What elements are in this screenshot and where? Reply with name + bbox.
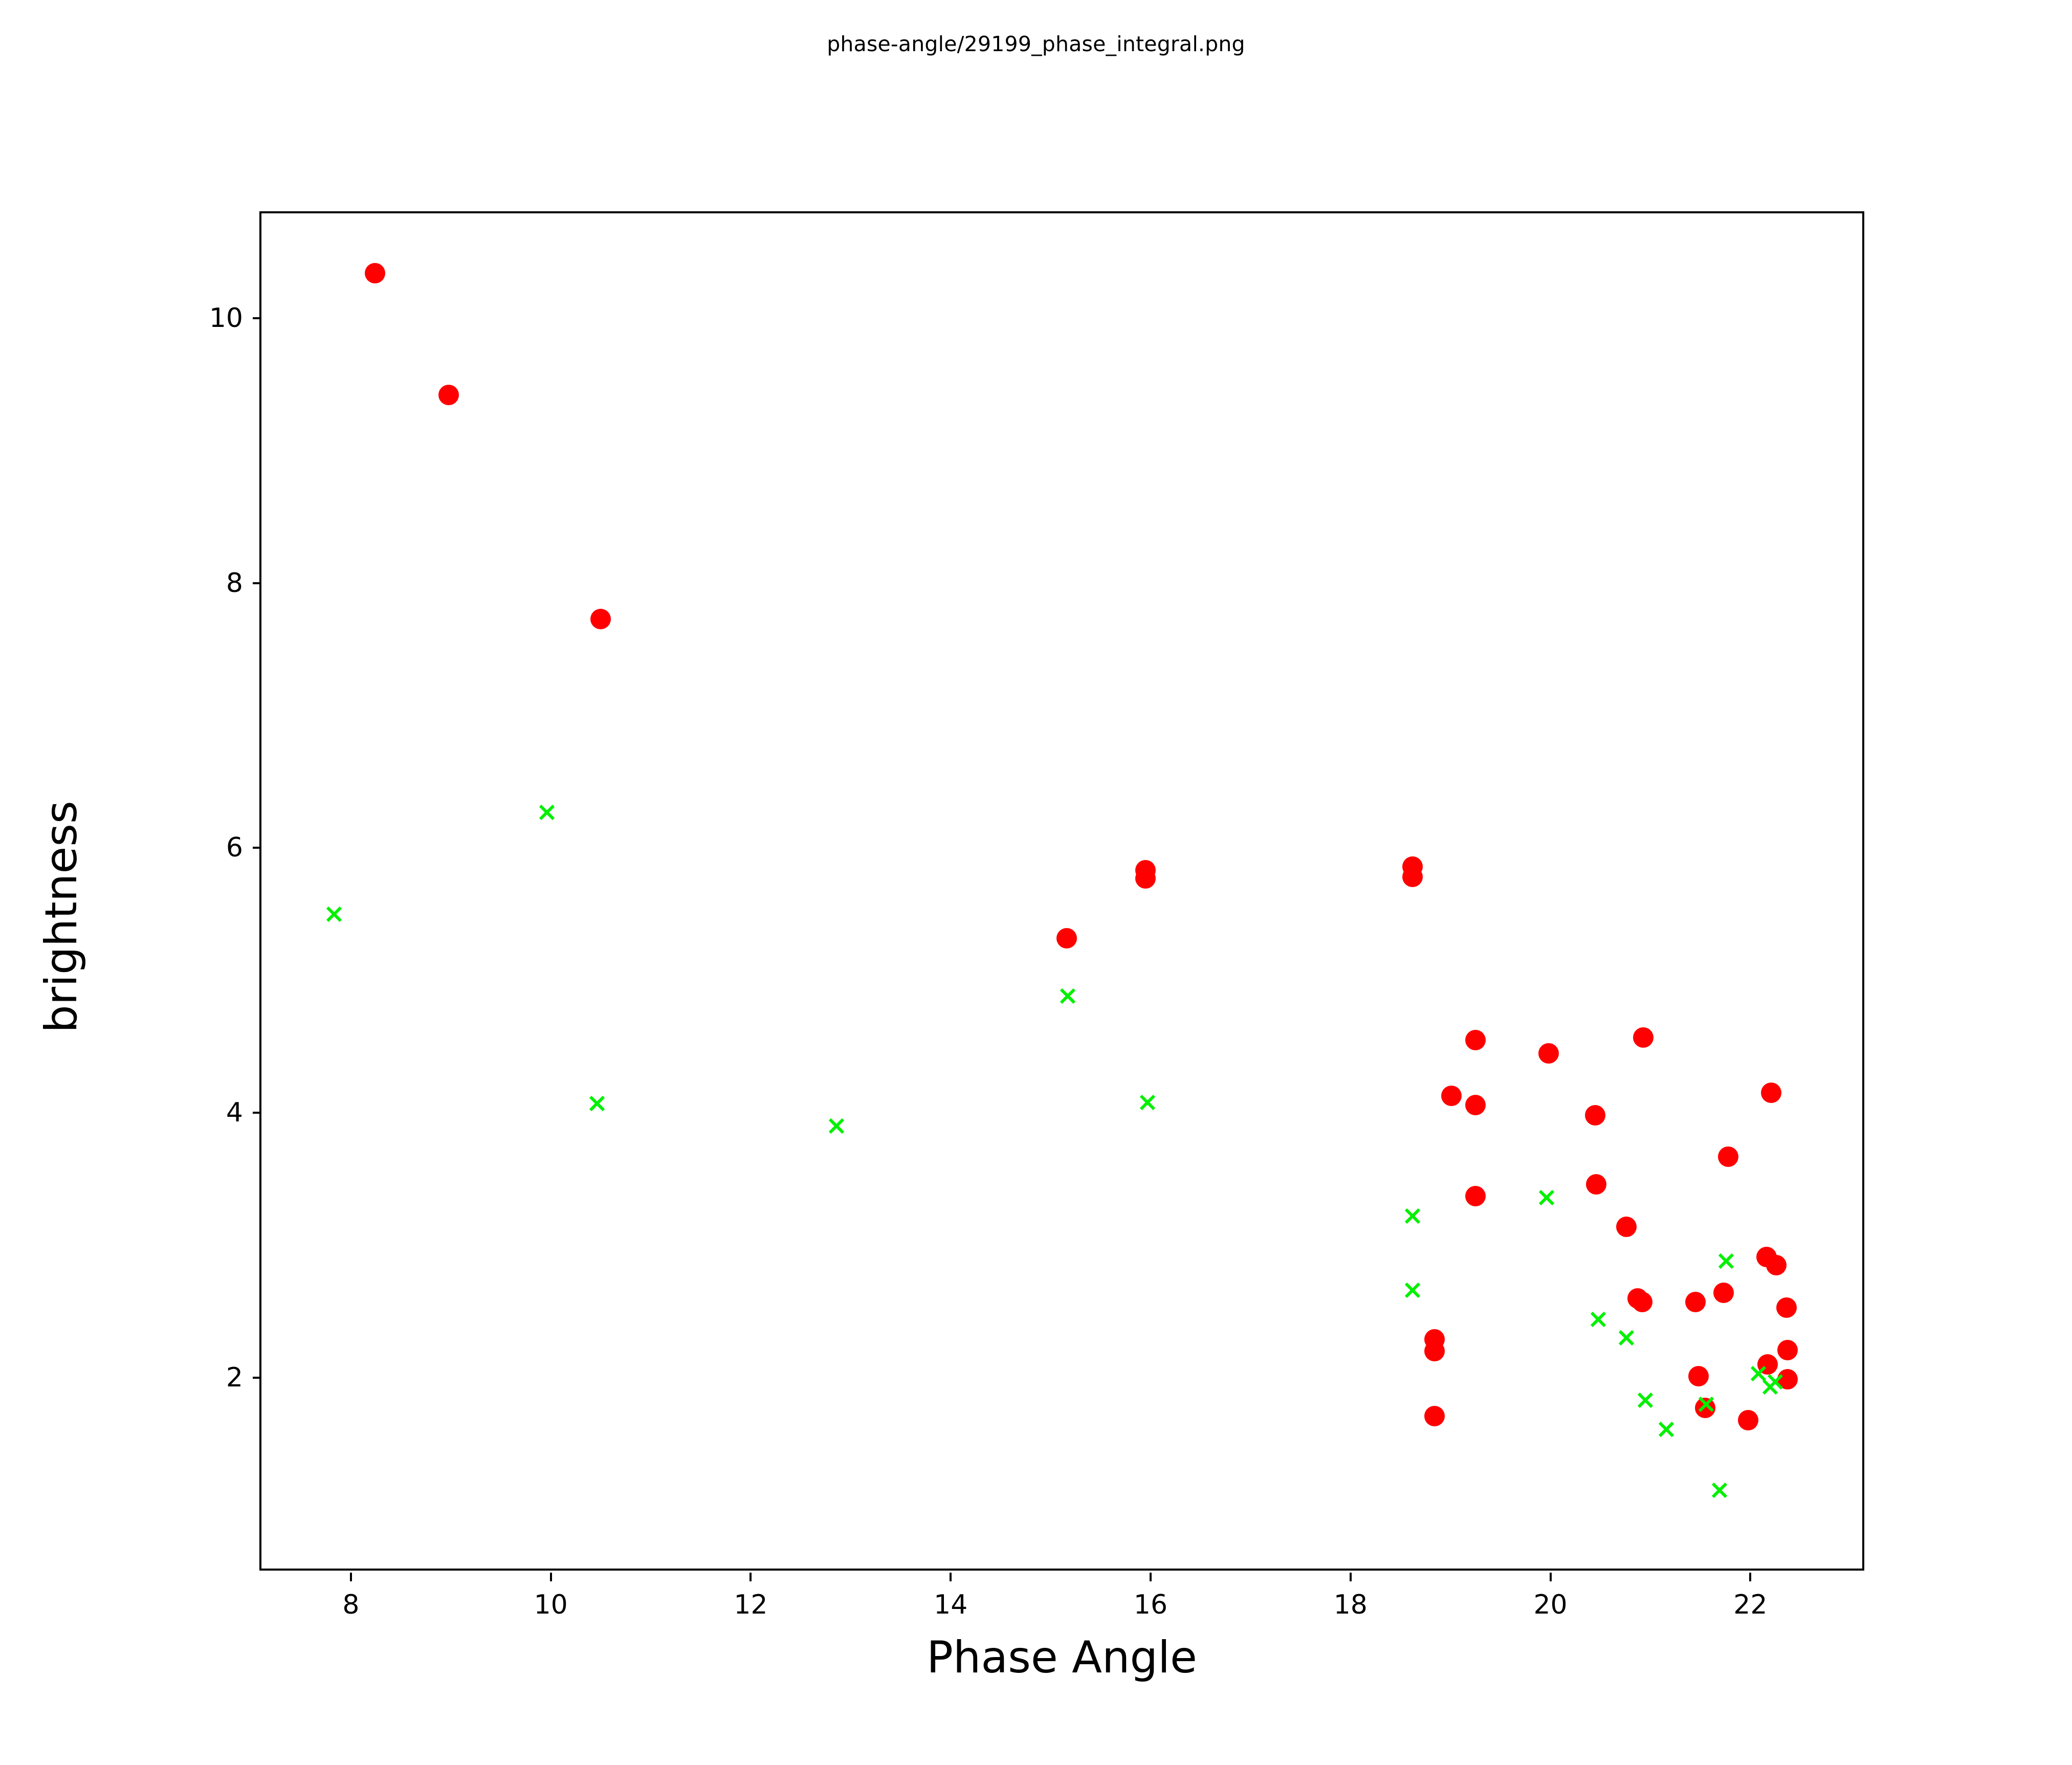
x-axis-tick-mark	[1549, 1573, 1552, 1581]
scatter-point-cross	[1059, 987, 1076, 1005]
scatter-point-circle	[1777, 1369, 1798, 1389]
y-axis-tick-mark	[253, 582, 261, 584]
scatter-point-circle	[1688, 1366, 1709, 1387]
x-axis-label: Phase Angle	[927, 1632, 1197, 1683]
scatter-point-cross	[1139, 1094, 1156, 1111]
y-axis-tick-mark	[253, 317, 261, 320]
y-axis-tick-label: 6	[226, 832, 243, 864]
y-axis-tick-label: 2	[226, 1362, 243, 1393]
scatter-point-circle	[438, 385, 459, 406]
scatter-point-circle	[1465, 1094, 1486, 1115]
scatter-point-circle	[1777, 1339, 1798, 1360]
scatter-point-cross	[1767, 1373, 1784, 1391]
scatter-point-circle	[1586, 1174, 1607, 1195]
y-axis-tick-mark	[253, 847, 261, 849]
y-axis-tick-mark	[253, 1376, 261, 1379]
x-axis-tick-mark	[1349, 1573, 1352, 1581]
y-axis-tick-label: 10	[209, 303, 243, 334]
scatter-point-circle	[1632, 1292, 1653, 1313]
plot-axes-frame: 8 10 12 14 16 18 20 22 2 4 6 8 10	[209, 211, 1864, 1620]
scatter-point-circle	[1685, 1292, 1706, 1313]
scatter-point-circle	[1766, 1254, 1787, 1275]
scatter-point-circle	[1695, 1398, 1716, 1419]
x-axis-tick-label: 8	[342, 1590, 360, 1620]
scatter-point-circle	[1424, 1329, 1445, 1350]
x-axis-tick-mark	[1150, 1573, 1152, 1581]
scatter-point-cross	[1404, 1282, 1421, 1299]
scatter-point-circle	[1402, 856, 1423, 877]
scatter-point-cross	[1590, 1311, 1607, 1328]
x-axis-tick-mark	[1749, 1573, 1752, 1581]
scatter-point-cross	[1637, 1392, 1654, 1409]
scatter-point-circle	[1465, 1029, 1486, 1050]
scatter-point-circle	[1538, 1043, 1559, 1064]
scatter-point-circle	[1761, 1083, 1782, 1104]
scatter-point-circle	[1633, 1027, 1654, 1048]
scatter-data-layer	[261, 213, 1862, 1569]
x-axis-tick-label: 12	[734, 1590, 768, 1620]
scatter-point-cross	[1717, 1252, 1735, 1270]
x-axis-tick-label: 22	[1733, 1590, 1768, 1620]
x-axis-tick-mark	[549, 1573, 552, 1581]
scatter-point-cross	[1538, 1189, 1555, 1206]
y-axis-tick-label: 4	[226, 1097, 243, 1129]
x-axis-tick-mark	[750, 1573, 752, 1581]
scatter-point-circle	[1616, 1216, 1637, 1237]
x-axis-tick-label: 20	[1533, 1590, 1568, 1620]
figure-title: phase-angle/29199_phase_integral.png	[827, 32, 1245, 56]
scatter-point-cross	[1761, 1378, 1779, 1396]
scatter-point-circle	[364, 263, 385, 283]
scatter-point-circle	[1756, 1247, 1777, 1268]
x-axis-tick-mark	[950, 1573, 952, 1581]
scatter-point-circle	[590, 608, 611, 629]
scatter-point-circle	[1135, 860, 1156, 881]
scatter-point-cross	[1711, 1482, 1728, 1499]
scatter-point-cross	[828, 1117, 845, 1135]
scatter-point-circle	[1713, 1283, 1734, 1304]
x-axis-tick-label: 10	[534, 1590, 568, 1620]
y-axis-tick-label: 8	[226, 567, 243, 599]
scatter-point-circle	[1424, 1406, 1445, 1427]
scatter-point-circle	[1402, 867, 1423, 888]
scatter-point-circle	[1424, 1341, 1445, 1362]
scatter-point-circle	[1738, 1409, 1759, 1430]
scatter-point-circle	[1718, 1146, 1739, 1167]
scatter-point-circle	[1465, 1186, 1486, 1207]
scatter-point-cross	[325, 906, 343, 923]
scatter-point-cross	[1618, 1329, 1635, 1347]
scatter-point-cross	[538, 804, 556, 821]
x-axis-tick-mark	[349, 1573, 352, 1581]
scatter-point-cross	[1698, 1396, 1715, 1413]
scatter-point-circle	[1627, 1288, 1648, 1309]
x-axis-tick-label: 16	[1133, 1590, 1168, 1620]
x-axis-tick-label: 18	[1333, 1590, 1368, 1620]
scatter-point-cross	[1750, 1365, 1767, 1382]
y-axis-label: brightness	[36, 801, 87, 1033]
y-axis-tick-mark	[253, 1112, 261, 1114]
scatter-point-circle	[1757, 1354, 1778, 1375]
scatter-point-cross	[1404, 1207, 1421, 1225]
scatter-point-circle	[1135, 868, 1156, 889]
scatter-point-circle	[1441, 1085, 1462, 1106]
scatter-point-circle	[1056, 928, 1077, 948]
scatter-point-cross	[1658, 1421, 1675, 1438]
scatter-point-cross	[588, 1095, 606, 1112]
x-axis-tick-label: 14	[934, 1590, 968, 1620]
scatter-point-circle	[1585, 1105, 1606, 1126]
scatter-point-circle	[1776, 1297, 1797, 1318]
